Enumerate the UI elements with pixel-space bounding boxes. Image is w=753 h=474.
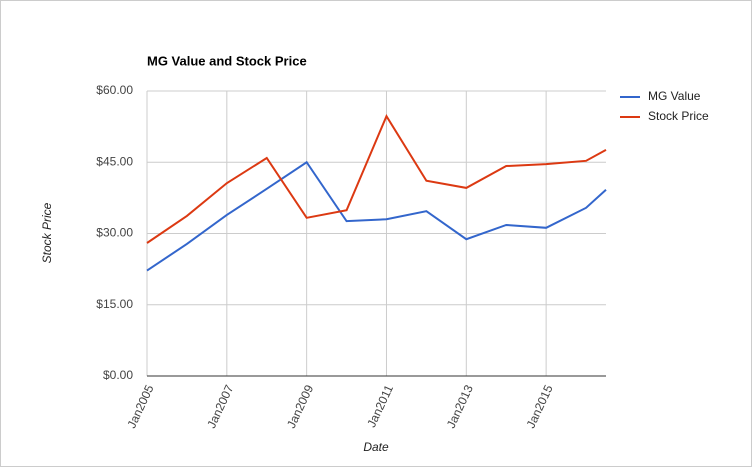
chart-title: MG Value and Stock Price xyxy=(147,53,307,68)
y-axis-label: Stock Price xyxy=(40,202,54,263)
legend-label: Stock Price xyxy=(648,109,709,123)
y-tick-label: $30.00 xyxy=(96,226,133,240)
x-axis-label: Date xyxy=(363,440,389,454)
y-tick-label: $0.00 xyxy=(103,368,133,382)
line-series xyxy=(146,114,607,244)
y-tick-label: $60.00 xyxy=(96,83,133,97)
y-tick-label: $15.00 xyxy=(96,297,133,311)
line-series xyxy=(146,160,607,272)
legend-label: MG Value xyxy=(648,89,701,103)
y-tick-label: $45.00 xyxy=(96,154,133,168)
